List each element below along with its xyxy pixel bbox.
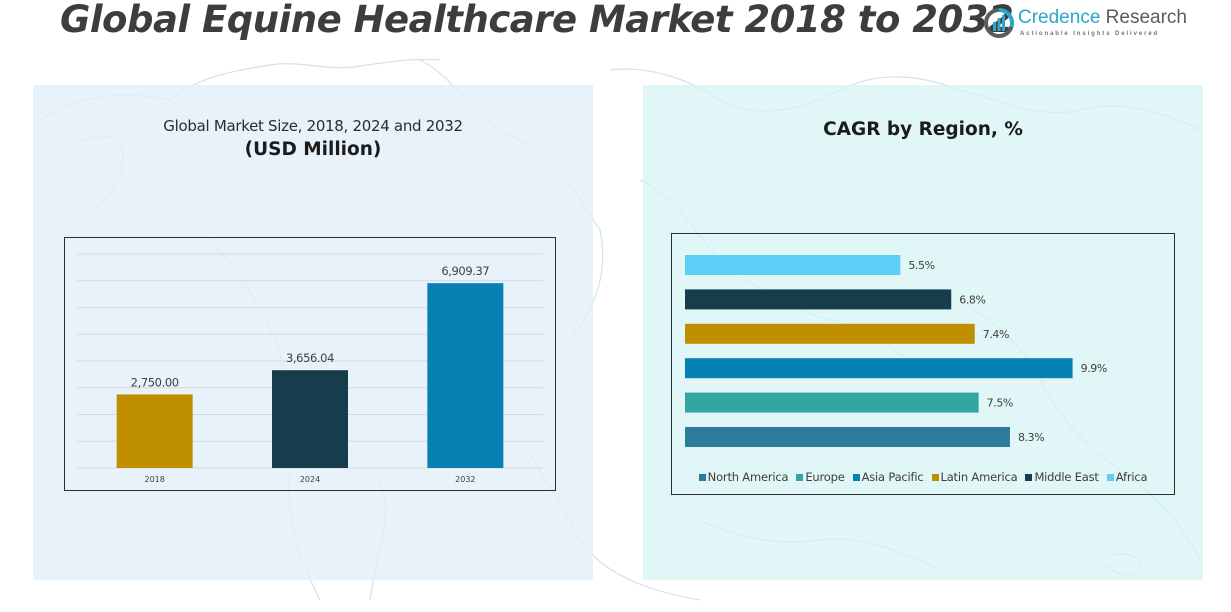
- hbar-value-label: 6.8%: [959, 293, 985, 306]
- hbar-africa[interactable]: [685, 255, 901, 275]
- legend-label: Latin America: [940, 470, 1018, 484]
- bar-value-label: 6,909.37: [441, 264, 489, 278]
- credence-research-logo[interactable]: Credence Research Actionable Insights De…: [984, 6, 1187, 40]
- hbar-value-label: 5.5%: [908, 259, 934, 272]
- legend-item[interactable]: Latin America: [931, 470, 1018, 484]
- legend-item[interactable]: North America: [698, 470, 789, 484]
- legend-label: Africa: [1115, 470, 1148, 484]
- cagr-chart-svg: 5.5% 6.8% 7.4% 9.9% 7.5% 8.3%: [685, 255, 1107, 447]
- legend-item[interactable]: Europe: [796, 470, 845, 484]
- legend-swatch: [852, 473, 860, 481]
- legend-swatch: [796, 473, 804, 481]
- market-size-unit: (USD Million): [244, 139, 382, 160]
- legend-label: Asia Pacific: [861, 470, 924, 484]
- hbar-value-label: 9.9%: [1081, 362, 1107, 375]
- legend-item[interactable]: Asia Pacific: [852, 470, 924, 484]
- bar-value-label: 2,750.00: [131, 375, 179, 389]
- cagr-chart: 5.5% 6.8% 7.4% 9.9% 7.5% 8.3% North America Eu…: [671, 233, 1175, 495]
- legend-item[interactable]: Africa: [1106, 470, 1148, 484]
- bar-2032[interactable]: [427, 283, 504, 468]
- x-tick-label: 2024: [300, 475, 320, 484]
- hbar-value-label: 8.3%: [1018, 431, 1044, 444]
- logo-name: Credence Research: [1018, 7, 1187, 29]
- hbar-asia-pacific[interactable]: [685, 358, 1073, 379]
- market-size-chart: 2,750.00 2018 3,656.04 2024 6,909.37 2032: [64, 237, 556, 491]
- bar-2024[interactable]: [272, 370, 348, 468]
- market-size-subtitle: Global Market Size, 2018, 2024 and 2032: [163, 117, 463, 135]
- legend-label: Middle East: [1034, 470, 1099, 484]
- bar-value-label: 3,656.04: [286, 351, 334, 365]
- page-title: Global Equine Healthcare Market 2018 to …: [60, 0, 1014, 41]
- x-tick-label: 2032: [455, 475, 475, 484]
- hbar-value-label: 7.5%: [987, 397, 1013, 410]
- hbar-value-label: 7.4%: [983, 328, 1009, 341]
- logo-tagline: Actionable Insights Delivered: [1020, 31, 1160, 37]
- logo-name-part1: Credence: [1018, 7, 1101, 28]
- legend-swatch: [698, 473, 706, 481]
- legend-swatch: [931, 473, 939, 481]
- legend-label: Europe: [805, 470, 845, 484]
- x-tick-label: 2018: [144, 475, 164, 484]
- market-size-chart-svg: 2,750.00 2018 3,656.04 2024 6,909.37 2032: [77, 253, 543, 484]
- legend-item[interactable]: Middle East: [1025, 470, 1099, 484]
- bar-2018[interactable]: [116, 394, 193, 468]
- legend-swatch: [1106, 473, 1114, 481]
- legend-swatch: [1025, 473, 1033, 481]
- logo-name-part2: Research: [1100, 7, 1187, 28]
- cagr-legend: North America Europe Asia Pacific Latin Ame…: [672, 470, 1174, 484]
- legend-label: North America: [707, 470, 789, 484]
- hbar-europe[interactable]: [685, 392, 979, 413]
- cagr-title: CAGR by Region, %: [823, 119, 1023, 140]
- bar-chart-circle-icon: [984, 8, 1014, 38]
- hbar-middle-east[interactable]: [685, 289, 952, 310]
- hbar-latin-america[interactable]: [685, 323, 975, 344]
- hbar-north-america[interactable]: [685, 427, 1010, 447]
